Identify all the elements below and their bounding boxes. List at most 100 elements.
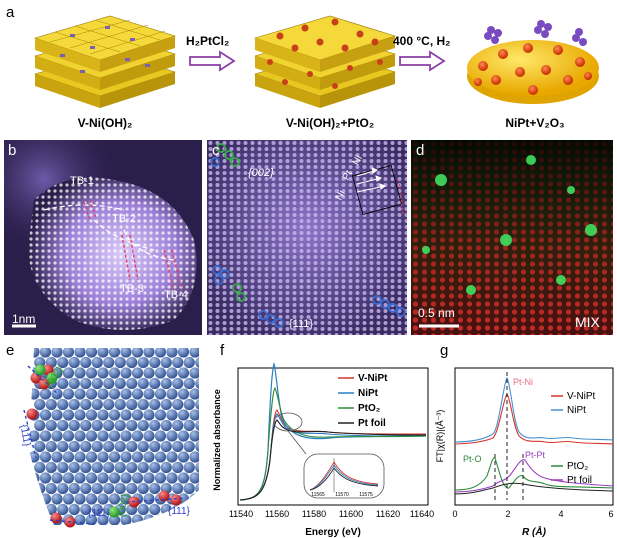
atom	[39, 493, 52, 505]
atom	[74, 493, 86, 505]
atom	[91, 356, 103, 369]
atom	[39, 451, 52, 463]
atom	[57, 377, 69, 390]
atom	[91, 398, 103, 411]
arrow1-label: H₂PtCl₂	[186, 34, 230, 48]
atom	[39, 514, 52, 525]
atom	[68, 398, 80, 411]
atom	[120, 451, 132, 463]
atom	[131, 430, 144, 442]
atom	[195, 482, 199, 495]
atom	[143, 348, 155, 358]
atom	[166, 388, 178, 400]
atom	[74, 514, 86, 525]
atom	[62, 388, 75, 400]
atom	[177, 348, 190, 358]
atom	[177, 472, 190, 484]
x-tick-label: 11580	[302, 509, 326, 519]
atom	[189, 430, 199, 442]
atom	[80, 461, 92, 474]
facet-111-label: {111}	[289, 318, 314, 330]
atom	[189, 388, 199, 400]
atom	[149, 398, 161, 411]
x-tick-label: 2	[505, 509, 510, 519]
layer-stack	[34, 15, 177, 108]
atom	[57, 482, 69, 495]
x-tick-label: 11620	[376, 509, 400, 519]
atom	[149, 503, 161, 516]
atom	[62, 493, 75, 505]
axes-frame	[237, 367, 429, 506]
atom	[62, 367, 75, 379]
atom	[51, 348, 63, 358]
atom	[172, 398, 184, 411]
atom	[68, 419, 80, 432]
atom	[126, 356, 138, 369]
atom	[85, 451, 98, 463]
tb1-line	[43, 204, 125, 211]
atom	[131, 514, 144, 525]
atom	[34, 398, 46, 411]
panel-b-label: b	[8, 142, 17, 159]
atom	[172, 419, 184, 432]
atom	[80, 503, 92, 516]
atom	[154, 430, 167, 442]
atom	[120, 430, 132, 442]
atom	[160, 440, 172, 453]
panel-c-stem-image	[207, 140, 407, 335]
atom	[34, 440, 46, 453]
atom	[149, 482, 161, 495]
atom	[97, 451, 109, 463]
atom	[131, 388, 144, 400]
ni-oh2-pto2-structure	[254, 15, 397, 108]
atom	[172, 377, 184, 390]
atom	[45, 461, 57, 474]
atom	[195, 377, 199, 390]
atom	[57, 419, 69, 432]
x-tick-label: 11640	[410, 509, 434, 519]
atom	[29, 388, 40, 400]
atom	[143, 472, 155, 484]
tb-label-3: TB-3	[120, 283, 144, 295]
atom	[131, 472, 144, 484]
atom	[114, 419, 126, 432]
atom	[183, 398, 195, 411]
arrow1-icon	[189, 50, 236, 72]
atom	[85, 514, 98, 525]
atom	[51, 493, 63, 505]
step3-caption: NiPt+V₂O₃	[505, 116, 565, 130]
atom	[183, 419, 195, 432]
atom	[97, 388, 109, 400]
atom	[154, 472, 167, 484]
y-axis-label: Normalized absorbance	[212, 389, 222, 491]
atom	[62, 430, 75, 442]
atom	[154, 409, 167, 421]
atom	[154, 451, 167, 463]
atom	[166, 409, 178, 421]
y-axis-label: FT|χ(R)|(Å⁻³)	[435, 410, 445, 463]
atom	[34, 503, 46, 516]
atom	[108, 409, 121, 421]
atom	[149, 461, 161, 474]
atom	[91, 503, 103, 516]
atom	[85, 493, 98, 505]
atom	[143, 430, 155, 442]
atom	[51, 430, 63, 442]
atom	[108, 514, 121, 525]
atom	[166, 472, 178, 484]
x-axis-label: Energy (eV)	[305, 527, 361, 538]
atom	[120, 409, 132, 421]
panel-e-facet-5: {111}	[168, 506, 190, 517]
atom	[195, 503, 199, 516]
atom	[62, 451, 75, 463]
atom	[97, 514, 109, 525]
pt-o-annotation: Pt-O	[463, 454, 482, 464]
atom	[34, 461, 46, 474]
atom	[126, 398, 138, 411]
atom	[34, 482, 46, 495]
atom	[143, 367, 155, 379]
atom	[80, 377, 92, 390]
atom	[57, 356, 69, 369]
atom	[74, 451, 86, 463]
atom	[120, 472, 132, 484]
